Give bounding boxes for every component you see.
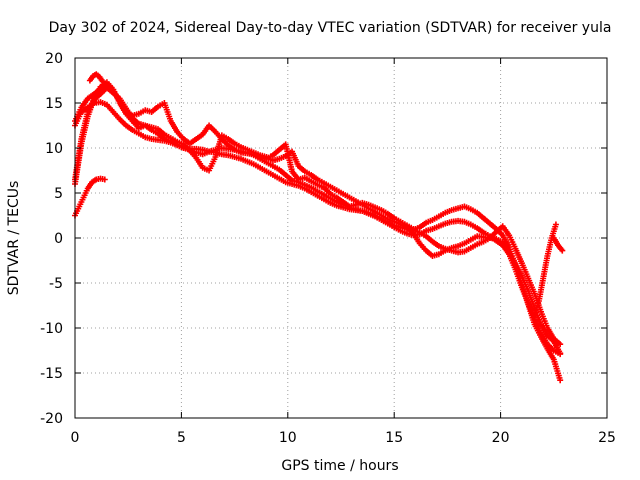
y-tick-label: -15: [40, 366, 63, 382]
series-trace-8: [550, 235, 566, 254]
x-tick-label: 5: [177, 430, 186, 446]
y-tick-label: 20: [45, 51, 63, 67]
x-tick-label: 20: [492, 430, 510, 446]
plot-area: [72, 71, 566, 384]
series-trace-5: [72, 175, 108, 219]
series-trace-3: [72, 82, 564, 348]
x-tick-label: 15: [385, 430, 403, 446]
y-tick-label: 15: [45, 96, 63, 112]
data-point: [552, 221, 559, 228]
y-tick-label: 5: [54, 186, 63, 202]
y-tick-label: -10: [40, 321, 63, 337]
chart-title: Day 302 of 2024, Sidereal Day-to-day VTE…: [49, 20, 612, 36]
data-point: [557, 341, 564, 348]
data-point: [99, 78, 106, 85]
series-trace-4: [72, 84, 564, 357]
series-trace-6: [86, 71, 106, 85]
y-tick-label: 0: [54, 231, 63, 247]
data-point: [559, 247, 566, 254]
x-tick-label: 10: [279, 430, 297, 446]
x-axis-title: GPS time / hours: [281, 458, 398, 474]
x-tick-label: 0: [71, 430, 80, 446]
data-point: [557, 350, 564, 357]
y-tick-label: -20: [40, 411, 63, 427]
data-point: [557, 377, 564, 384]
y-axis-title: SDTVAR / TECUs: [6, 181, 22, 296]
series-trace-2: [72, 99, 564, 358]
data-point: [101, 176, 108, 183]
y-tick-label: -5: [49, 276, 63, 292]
x-tick-label: 25: [598, 430, 616, 446]
y-tick-label: 10: [45, 141, 63, 157]
series-trace-7: [531, 221, 559, 318]
ticks: 0 5 10 15 20 25 -20 -15 -10 -5 0 5 10 15 20: [40, 51, 616, 446]
